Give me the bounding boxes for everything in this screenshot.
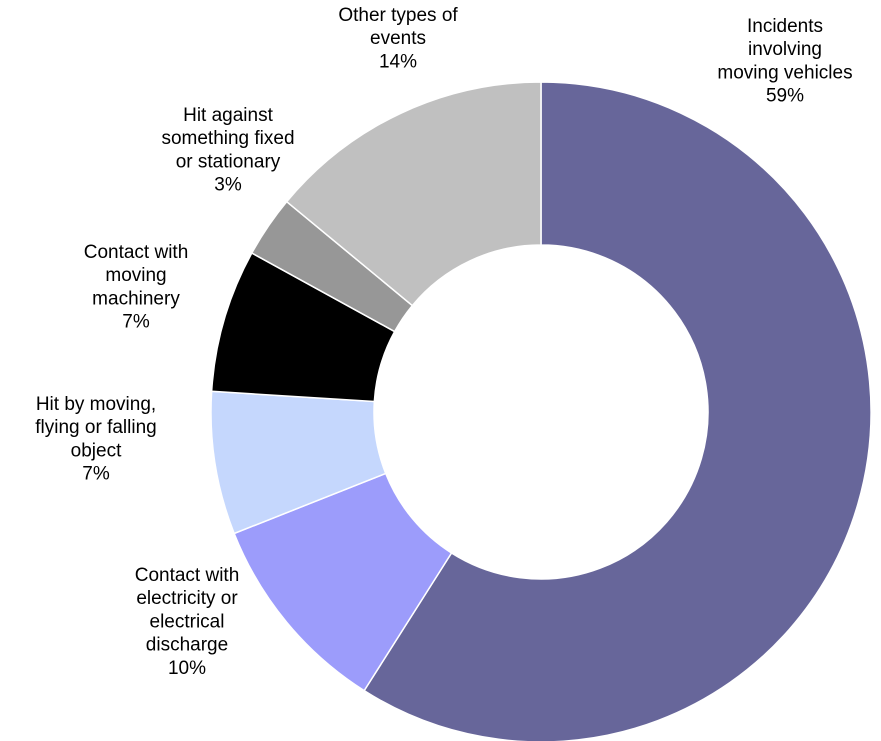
donut-slices [210,81,872,741]
slice-value-label: 59% [766,86,804,107]
slice-category-label: Incidents [747,16,823,37]
slice-labels: Incidents involving moving vehicles 59% Cont… [35,5,852,679]
slice-label-2: Contact with electricity or electrical disc… [135,565,240,679]
slice-category-label: Other types of [338,5,458,26]
slice-category-label: moving vehicles [717,62,852,83]
slice-category-label: machinery [92,288,180,309]
slice-category-label: moving [105,265,166,286]
slice-category-label: Contact with [135,565,240,586]
slice-value-label: 10% [168,658,206,679]
slice-category-label: flying or falling [35,417,156,438]
slice-label-5: Hit against something fixed or stationary 3… [161,105,294,196]
slice-label-1: Incidents involving moving vehicles 59% [717,16,852,107]
slice-category-label: discharge [146,635,228,656]
slice-category-label: electricity or [136,588,238,609]
slice-category-label: object [71,440,122,461]
slice-category-label: Hit against [183,105,273,126]
slice-value-label: 3% [214,175,242,196]
slice-category-label: involving [748,39,822,60]
slice-label-4: Contact with moving machinery 7% [84,242,189,333]
slice-category-label: Hit by moving, [36,394,156,415]
slice-6 [285,81,542,307]
slice-value-label: 7% [82,464,110,485]
slice-category-label: or stationary [176,151,281,172]
slice-value-label: 14% [379,51,417,72]
slice-category-label: Contact with [84,242,189,263]
slice-label-3: Hit by moving, flying or falling object 7% [35,394,156,485]
slice-value-label: 7% [122,312,150,333]
slice-1 [363,81,872,741]
slice-category-label: electrical [150,611,225,632]
slice-category-label: something fixed [161,128,294,149]
slice-category-label: events [370,28,426,49]
slice-label-6: Other types of events 14% [338,5,458,72]
